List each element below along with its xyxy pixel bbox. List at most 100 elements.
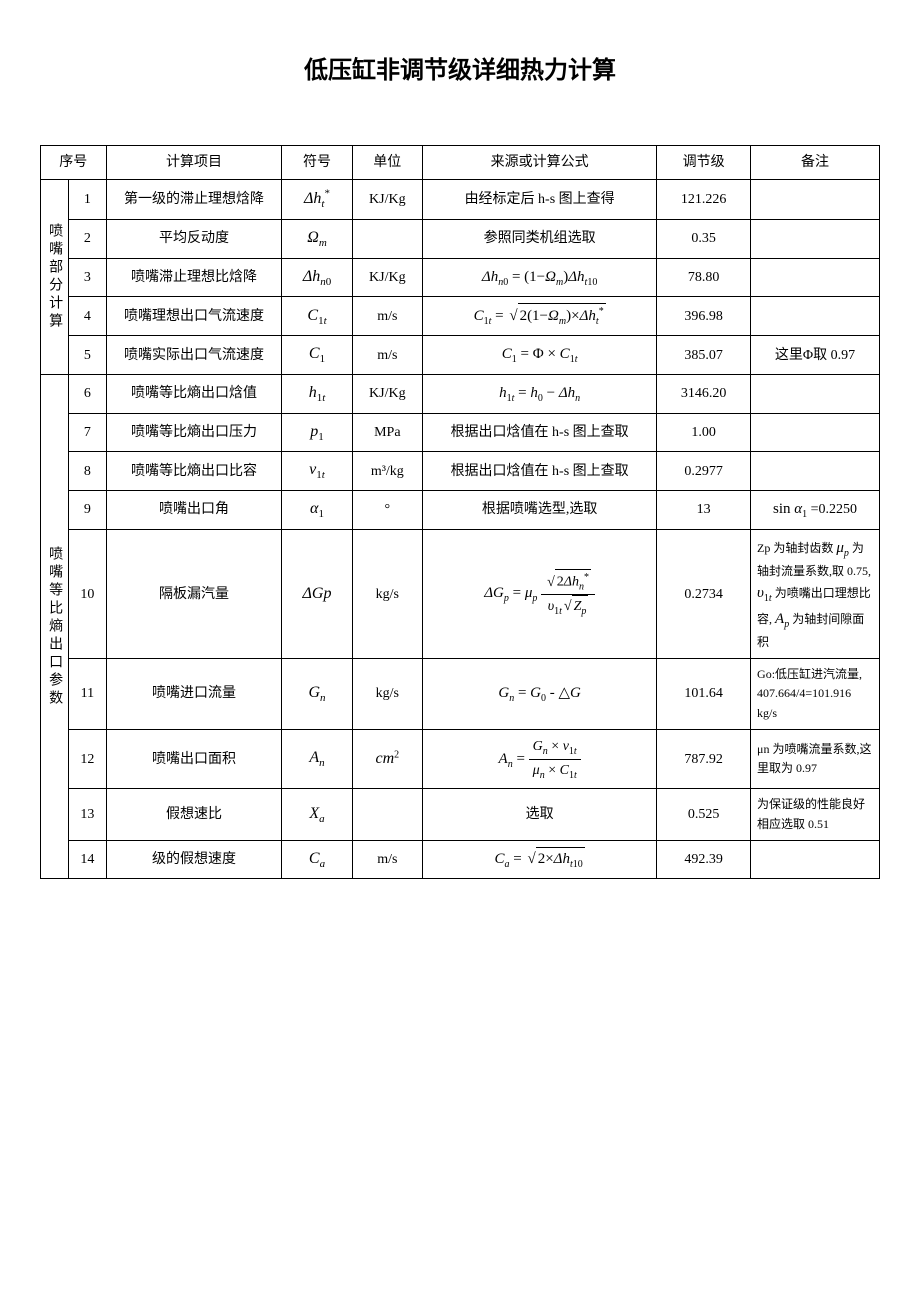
header-value: 调节级 bbox=[657, 146, 751, 180]
cell-value: 787.92 bbox=[657, 729, 751, 789]
cell-formula: h1t = h0 − Δhn bbox=[422, 375, 656, 414]
cell-formula: 参照同类机组选取 bbox=[422, 220, 656, 259]
group-label-1: 喷嘴部分计算 bbox=[41, 180, 69, 375]
cell-item: 第一级的滞止理想焓降 bbox=[106, 180, 282, 220]
cell-value: 1.00 bbox=[657, 413, 751, 452]
cell-symbol: Xa bbox=[282, 789, 352, 840]
cell-note: μn 为喷嘴流量系数,这里取为 0.97 bbox=[751, 729, 880, 789]
cell-seq: 1 bbox=[69, 180, 106, 220]
header-item: 计算项目 bbox=[106, 146, 282, 180]
cell-note: Go:低压缸进汽流量, 407.664/4=101.916 kg/s bbox=[751, 659, 880, 730]
cell-value: 101.64 bbox=[657, 659, 751, 730]
table-row: 4 喷嘴理想出口气流速度 C1t m/s C1t = 2(1−Ωm)×Δht* … bbox=[41, 297, 880, 336]
cell-note bbox=[751, 220, 880, 259]
cell-note: 这里Φ取 0.97 bbox=[751, 336, 880, 375]
cell-symbol: C1t bbox=[282, 297, 352, 336]
cell-unit: cm2 bbox=[352, 729, 422, 789]
cell-note bbox=[751, 297, 880, 336]
cell-symbol: h1t bbox=[282, 375, 352, 414]
table-row: 喷嘴部分计算 1 第一级的滞止理想焓降 Δht* KJ/Kg 由经标定后 h-s… bbox=[41, 180, 880, 220]
cell-symbol: p1 bbox=[282, 413, 352, 452]
cell-unit: KJ/Kg bbox=[352, 375, 422, 414]
cell-item: 级的假想速度 bbox=[106, 840, 282, 879]
cell-unit bbox=[352, 220, 422, 259]
cell-item: 喷嘴实际出口气流速度 bbox=[106, 336, 282, 375]
cell-value: 13 bbox=[657, 491, 751, 530]
cell-note bbox=[751, 375, 880, 414]
cell-value: 121.226 bbox=[657, 180, 751, 220]
cell-item: 喷嘴等比熵出口焓值 bbox=[106, 375, 282, 414]
header-symbol: 符号 bbox=[282, 146, 352, 180]
cell-item: 喷嘴出口面积 bbox=[106, 729, 282, 789]
cell-item: 喷嘴滞止理想比焓降 bbox=[106, 258, 282, 297]
cell-formula: An = Gn × ν1t μn × C1t bbox=[422, 729, 656, 789]
cell-seq: 6 bbox=[69, 375, 106, 414]
cell-note: 为保证级的性能良好相应选取 0.51 bbox=[751, 789, 880, 840]
cell-unit: kg/s bbox=[352, 529, 422, 658]
cell-unit: MPa bbox=[352, 413, 422, 452]
cell-item: 假想速比 bbox=[106, 789, 282, 840]
cell-symbol: Ωm bbox=[282, 220, 352, 259]
table-row: 3 喷嘴滞止理想比焓降 Δhn0 KJ/Kg Δhn0 = (1−Ωm)Δht1… bbox=[41, 258, 880, 297]
cell-formula: ΔGp = μp 2Δhn* υ1tZp bbox=[422, 529, 656, 658]
cell-item: 平均反动度 bbox=[106, 220, 282, 259]
cell-seq: 5 bbox=[69, 336, 106, 375]
cell-item: 隔板漏汽量 bbox=[106, 529, 282, 658]
cell-symbol: Δhn0 bbox=[282, 258, 352, 297]
header-unit: 单位 bbox=[352, 146, 422, 180]
page-title: 低压缸非调节级详细热力计算 bbox=[40, 50, 880, 85]
cell-value: 385.07 bbox=[657, 336, 751, 375]
cell-seq: 7 bbox=[69, 413, 106, 452]
table-row: 8 喷嘴等比熵出口比容 ν1t m³/kg 根据出口焓值在 h-s 图上查取 0… bbox=[41, 452, 880, 491]
table-row: 2 平均反动度 Ωm 参照同类机组选取 0.35 bbox=[41, 220, 880, 259]
header-row: 序号 计算项目 符号 单位 来源或计算公式 调节级 备注 bbox=[41, 146, 880, 180]
cell-symbol: Ca bbox=[282, 840, 352, 879]
cell-formula: 选取 bbox=[422, 789, 656, 840]
cell-seq: 10 bbox=[69, 529, 106, 658]
cell-value: 396.98 bbox=[657, 297, 751, 336]
cell-value: 3146.20 bbox=[657, 375, 751, 414]
cell-unit: kg/s bbox=[352, 659, 422, 730]
table-row: 7 喷嘴等比熵出口压力 p1 MPa 根据出口焓值在 h-s 图上查取 1.00 bbox=[41, 413, 880, 452]
cell-formula: C1 = Φ × C1t bbox=[422, 336, 656, 375]
table-row: 12 喷嘴出口面积 An cm2 An = Gn × ν1t μn × C1t … bbox=[41, 729, 880, 789]
cell-item: 喷嘴出口角 bbox=[106, 491, 282, 530]
cell-seq: 3 bbox=[69, 258, 106, 297]
header-seq: 序号 bbox=[41, 146, 107, 180]
cell-formula: C1t = 2(1−Ωm)×Δht* bbox=[422, 297, 656, 336]
cell-formula: Gn = G0 - △G bbox=[422, 659, 656, 730]
cell-note bbox=[751, 258, 880, 297]
cell-note bbox=[751, 180, 880, 220]
table-row: 14 级的假想速度 Ca m/s Ca = 2×Δht10 492.39 bbox=[41, 840, 880, 879]
cell-note bbox=[751, 840, 880, 879]
cell-value: 78.80 bbox=[657, 258, 751, 297]
cell-formula: 根据出口焓值在 h-s 图上查取 bbox=[422, 413, 656, 452]
cell-unit bbox=[352, 789, 422, 840]
cell-item: 喷嘴理想出口气流速度 bbox=[106, 297, 282, 336]
calculation-table: 序号 计算项目 符号 单位 来源或计算公式 调节级 备注 喷嘴部分计算 1 第一… bbox=[40, 145, 880, 879]
cell-seq: 4 bbox=[69, 297, 106, 336]
cell-seq: 14 bbox=[69, 840, 106, 879]
table-row: 9 喷嘴出口角 α1 ° 根据喷嘴选型,选取 13 sin α1 =0.2250 bbox=[41, 491, 880, 530]
note-part: Zp 为轴封齿数 bbox=[757, 541, 833, 555]
cell-note bbox=[751, 413, 880, 452]
cell-item: 喷嘴等比熵出口比容 bbox=[106, 452, 282, 491]
cell-symbol: C1 bbox=[282, 336, 352, 375]
cell-unit: m/s bbox=[352, 336, 422, 375]
cell-value: 492.39 bbox=[657, 840, 751, 879]
cell-symbol: ν1t bbox=[282, 452, 352, 491]
cell-value: 0.35 bbox=[657, 220, 751, 259]
cell-seq: 9 bbox=[69, 491, 106, 530]
cell-formula: 根据出口焓值在 h-s 图上查取 bbox=[422, 452, 656, 491]
table-row: 11 喷嘴进口流量 Gn kg/s Gn = G0 - △G 101.64 Go… bbox=[41, 659, 880, 730]
cell-unit: m/s bbox=[352, 840, 422, 879]
cell-value: 0.525 bbox=[657, 789, 751, 840]
cell-note bbox=[751, 452, 880, 491]
header-formula: 来源或计算公式 bbox=[422, 146, 656, 180]
cell-note: Zp 为轴封齿数 μp 为轴封流量系数,取 0.75, υ1t 为喷嘴出口理想比… bbox=[751, 529, 880, 658]
note-part: 为轴封间隙面积 bbox=[757, 612, 864, 649]
cell-seq: 2 bbox=[69, 220, 106, 259]
cell-formula: 根据喷嘴选型,选取 bbox=[422, 491, 656, 530]
cell-seq: 12 bbox=[69, 729, 106, 789]
cell-value: 0.2734 bbox=[657, 529, 751, 658]
